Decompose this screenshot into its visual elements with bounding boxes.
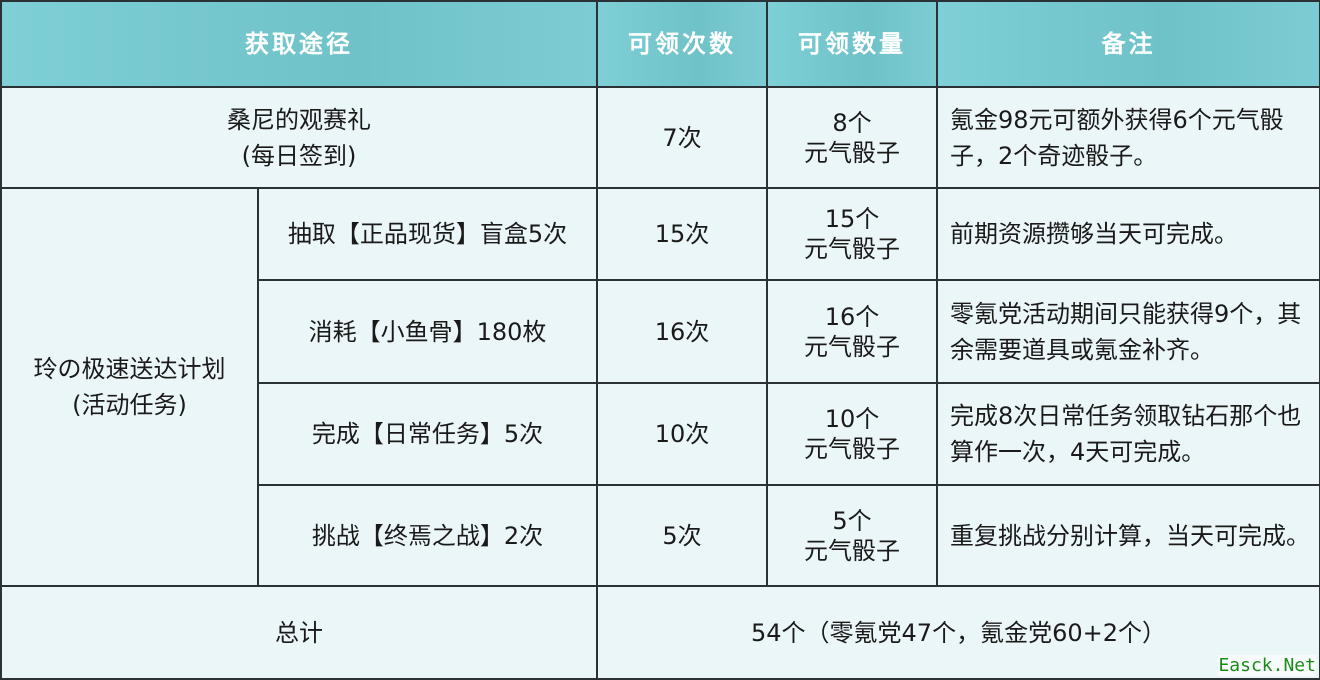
amount-cell: 5个 元气骰子 [766, 484, 938, 587]
note-cell: 完成8次日常任务领取钻石那个也算作一次，4天可完成。 [936, 382, 1320, 486]
header-row: 获取途径 可领次数 可领数量 备注 [0, 0, 1320, 88]
amount-item: 元气骰子 [804, 235, 900, 263]
amount-count: 16个 [824, 302, 880, 331]
note-cell: 氪金98元可额外获得6个元气骰子，2个奇迹骰子。 [936, 86, 1320, 189]
event-group-cell: 玲の极速送达计划 (活动任务) [0, 187, 259, 587]
header-source: 获取途径 [0, 0, 598, 88]
amount-item: 元气骰子 [804, 536, 900, 565]
times-cell: 15次 [596, 187, 768, 281]
total-label: 总计 [0, 585, 598, 680]
source-cell: 桑尼的观赛礼 (每日签到) [0, 86, 598, 189]
note-cell: 前期资源攒够当天可完成。 [936, 187, 1320, 281]
amount-cell: 8个 元气骰子 [766, 86, 938, 189]
table-row: 消耗【小鱼骨】180枚 16次 16个 元气骰子 零氪党活动期间只能获得9个，其余… [1, 279, 1320, 384]
note-cell: 重复挑战分别计算，当天可完成。 [936, 484, 1320, 587]
times-cell: 5次 [596, 484, 768, 587]
amount-item: 元气骰子 [804, 435, 900, 463]
amount-item: 元气骰子 [804, 138, 900, 167]
source-sub: (每日签到) [241, 141, 357, 170]
amount-count: 8个 [832, 108, 872, 137]
table-row: 完成【日常任务】5次 10次 10个 元气骰子 完成8次日常任务领取钻石那个也算作… [1, 382, 1320, 486]
event-sub: (活动任务) [72, 391, 187, 419]
times-cell: 16次 [596, 279, 768, 384]
total-row: 总计 54个（零氪党47个，氪金党60+2个） [0, 585, 1320, 680]
header-times: 可领次数 [596, 0, 768, 88]
task-cell: 挑战【终焉之战】2次 [257, 484, 598, 587]
amount-item: 元气骰子 [804, 332, 900, 361]
amount-count: 15个 [824, 205, 880, 233]
times-cell: 7次 [596, 86, 768, 189]
amount-cell: 15个 元气骰子 [766, 187, 938, 281]
total-value: 54个（零氪党47个，氪金党60+2个） [596, 585, 1320, 680]
source-name: 桑尼的观赛礼 [227, 105, 371, 134]
amount-cell: 16个 元气骰子 [766, 279, 938, 384]
times-cell: 10次 [596, 382, 768, 486]
task-cell: 消耗【小鱼骨】180枚 [257, 279, 598, 384]
amount-cell: 10个 元气骰子 [766, 382, 938, 486]
header-note: 备注 [936, 0, 1320, 88]
amount-count: 5个 [832, 506, 872, 535]
header-amount: 可领数量 [766, 0, 938, 88]
watermark: Easck.Net [1218, 655, 1316, 676]
table-row: 桑尼的观赛礼 (每日签到) 7次 8个 元气骰子 氪金98元可额外获得6个元气骰子，… [0, 86, 1320, 189]
amount-count: 10个 [824, 405, 880, 433]
table-row: 玲の极速送达计划 (活动任务) 抽取【正品现货】盲盒5次 15次 15个 元气骰子 … [0, 187, 1320, 587]
note-cell: 零氪党活动期间只能获得9个，其余需要道具或氪金补齐。 [936, 279, 1320, 384]
task-cell: 完成【日常任务】5次 [257, 382, 598, 486]
event-name: 玲の极速送达计划 [33, 355, 226, 383]
table-row: 挑战【终焉之战】2次 5次 5个 元气骰子 重复挑战分别计算，当天可完成。 [1, 484, 1320, 587]
task-cell: 抽取【正品现货】盲盒5次 [257, 187, 598, 281]
